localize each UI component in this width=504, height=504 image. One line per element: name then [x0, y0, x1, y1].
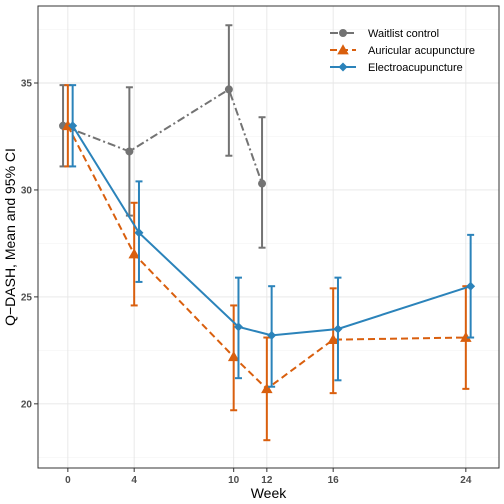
series-electroacupuncture: [68, 84, 476, 388]
data-point: [227, 351, 240, 362]
x-tick-label: 4: [131, 475, 137, 486]
x-tick-label: 12: [261, 475, 273, 486]
x-tick-label: 0: [65, 475, 71, 486]
data-point: [460, 331, 472, 342]
panel-border: [37, 5, 500, 469]
x-tick-label: 16: [328, 475, 340, 486]
legend-label: Waitlist control: [368, 28, 439, 40]
data-point: [233, 322, 243, 332]
data-point: [68, 121, 78, 131]
x-axis-title: Week: [251, 485, 288, 501]
y-axis-title: Q−DASH, Mean and 95% CI: [2, 148, 18, 326]
y-tick-label: 25: [21, 292, 33, 303]
series-waitlist-control: [59, 24, 267, 249]
data-point: [333, 324, 343, 334]
series-line: [66, 125, 466, 391]
y-tick-label: 20: [21, 399, 33, 410]
y-tick-label: 35: [21, 79, 33, 90]
legend: Waitlist control Auricular acupuncture Ele…: [330, 28, 475, 74]
ticks: 0 4 10 12 16 24 20 25 30 35: [21, 79, 472, 487]
data-point: [125, 147, 134, 156]
data-point: [466, 281, 476, 291]
data-point: [128, 248, 140, 259]
series-line: [71, 125, 471, 337]
legend-key-marker: [338, 62, 348, 72]
y-tick-label: 30: [21, 185, 33, 196]
data-point: [327, 333, 339, 344]
data-point: [258, 179, 267, 188]
data-point: [224, 85, 233, 94]
data-point: [134, 228, 144, 238]
x-tick-label: 10: [228, 475, 240, 486]
legend-label: Auricular acupuncture: [368, 45, 475, 57]
legend-label: Electroacupuncture: [368, 62, 463, 74]
series-line: [62, 87, 263, 184]
series-layer: [59, 24, 476, 442]
x-tick-label: 24: [460, 475, 472, 486]
data-point: [267, 330, 277, 340]
legend-key-marker: [337, 44, 349, 55]
legend-key-marker: [339, 29, 347, 37]
data-point: [261, 383, 273, 394]
